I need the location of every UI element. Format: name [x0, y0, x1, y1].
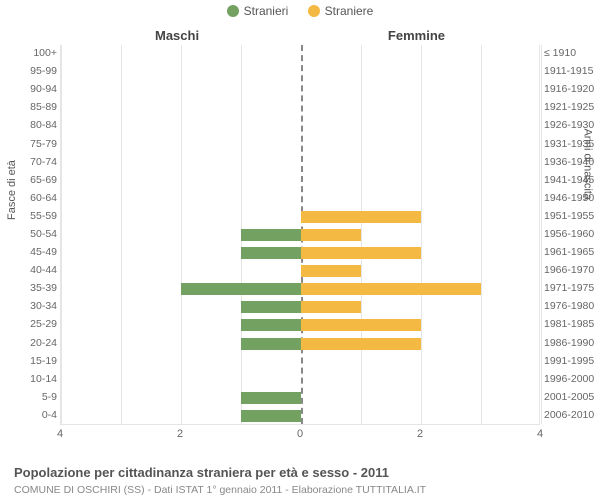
- birth-year-label: 1991-1995: [544, 355, 599, 367]
- bar-male: [241, 338, 301, 350]
- bar-male: [241, 229, 301, 241]
- age-label: 85-89: [2, 101, 57, 113]
- age-row: [61, 135, 541, 153]
- birth-year-label: 1951-1955: [544, 210, 599, 222]
- bar-male: [241, 301, 301, 313]
- x-axis-tick: 2: [177, 428, 183, 440]
- age-label: 95-99: [2, 65, 57, 77]
- age-label: 70-74: [2, 156, 57, 168]
- legend-item-female: Straniere: [308, 4, 374, 18]
- age-row: [61, 371, 541, 389]
- birth-year-label: 1916-1920: [544, 83, 599, 95]
- age-row: [61, 280, 541, 298]
- age-row: [61, 99, 541, 117]
- x-axis-tick: 4: [537, 428, 543, 440]
- bar-female: [301, 319, 421, 331]
- legend-swatch-female: [308, 5, 320, 17]
- birth-year-label: 1911-1915: [544, 65, 599, 77]
- age-row: [61, 81, 541, 99]
- age-label: 60-64: [2, 192, 57, 204]
- birth-year-label: 2001-2005: [544, 391, 599, 403]
- age-row: [61, 335, 541, 353]
- age-label: 20-24: [2, 337, 57, 349]
- age-row: [61, 154, 541, 172]
- age-row: [61, 226, 541, 244]
- birth-year-label: 1926-1930: [544, 119, 599, 131]
- birth-year-label: 1976-1980: [544, 300, 599, 312]
- age-label: 10-14: [2, 373, 57, 385]
- birth-year-label: 1956-1960: [544, 228, 599, 240]
- birth-year-label: 1971-1975: [544, 282, 599, 294]
- age-label: 55-59: [2, 210, 57, 222]
- birth-year-label: 1946-1950: [544, 192, 599, 204]
- legend-item-male: Stranieri: [227, 4, 289, 18]
- age-row: [61, 298, 541, 316]
- birth-year-label: ≤ 1910: [544, 47, 599, 59]
- age-row: [61, 389, 541, 407]
- birth-year-label: 2006-2010: [544, 409, 599, 421]
- chart-title: Popolazione per cittadinanza straniera p…: [14, 465, 389, 480]
- birth-year-label: 1961-1965: [544, 246, 599, 258]
- bar-female: [301, 211, 421, 223]
- birth-year-label: 1986-1990: [544, 337, 599, 349]
- bar-female: [301, 247, 421, 259]
- bar-female: [301, 283, 481, 295]
- birth-year-label: 1996-2000: [544, 373, 599, 385]
- bar-male: [241, 392, 301, 404]
- birth-year-label: 1966-1970: [544, 264, 599, 276]
- legend-label-female: Straniere: [325, 4, 374, 18]
- chart-subtitle: COMUNE DI OSCHIRI (SS) - Dati ISTAT 1° g…: [14, 484, 426, 496]
- age-label: 90-94: [2, 83, 57, 95]
- birth-year-label: 1921-1925: [544, 101, 599, 113]
- bar-female: [301, 338, 421, 350]
- legend-swatch-male: [227, 5, 239, 17]
- x-axis-tick: 4: [57, 428, 63, 440]
- age-row: [61, 407, 541, 425]
- side-title-female: Femmine: [388, 28, 445, 43]
- age-label: 0-4: [2, 409, 57, 421]
- population-pyramid-chart: Stranieri Straniere Maschi Femmine Fasce…: [0, 0, 600, 500]
- age-label: 50-54: [2, 228, 57, 240]
- age-row: [61, 63, 541, 81]
- age-row: [61, 172, 541, 190]
- bar-female: [301, 265, 361, 277]
- bar-male: [241, 410, 301, 422]
- x-axis-tick: 0: [297, 428, 303, 440]
- age-row: [61, 244, 541, 262]
- age-label: 15-19: [2, 355, 57, 367]
- age-label: 30-34: [2, 300, 57, 312]
- age-row: [61, 208, 541, 226]
- gridline: [541, 45, 542, 424]
- x-axis-tick: 2: [417, 428, 423, 440]
- age-label: 65-69: [2, 174, 57, 186]
- x-axis: 4 2 0 2 4: [60, 428, 540, 444]
- birth-year-label: 1981-1985: [544, 318, 599, 330]
- age-label: 25-29: [2, 318, 57, 330]
- bar-female: [301, 301, 361, 313]
- birth-year-label: 1936-1940: [544, 156, 599, 168]
- age-label: 5-9: [2, 391, 57, 403]
- birth-year-label: 1931-1935: [544, 138, 599, 150]
- age-label: 80-84: [2, 119, 57, 131]
- age-label: 40-44: [2, 264, 57, 276]
- age-row: [61, 353, 541, 371]
- bar-male: [241, 319, 301, 331]
- age-label: 45-49: [2, 246, 57, 258]
- plot-area: [60, 45, 540, 425]
- age-row: [61, 316, 541, 334]
- birth-year-label: 1941-1945: [544, 174, 599, 186]
- legend: Stranieri Straniere: [0, 4, 600, 20]
- age-row: [61, 45, 541, 63]
- age-label: 100+: [2, 47, 57, 59]
- age-row: [61, 190, 541, 208]
- age-row: [61, 117, 541, 135]
- legend-label-male: Stranieri: [244, 4, 289, 18]
- bar-male: [181, 283, 301, 295]
- age-label: 35-39: [2, 282, 57, 294]
- side-title-male: Maschi: [155, 28, 199, 43]
- bar-male: [241, 247, 301, 259]
- age-label: 75-79: [2, 138, 57, 150]
- bar-female: [301, 229, 361, 241]
- age-row: [61, 262, 541, 280]
